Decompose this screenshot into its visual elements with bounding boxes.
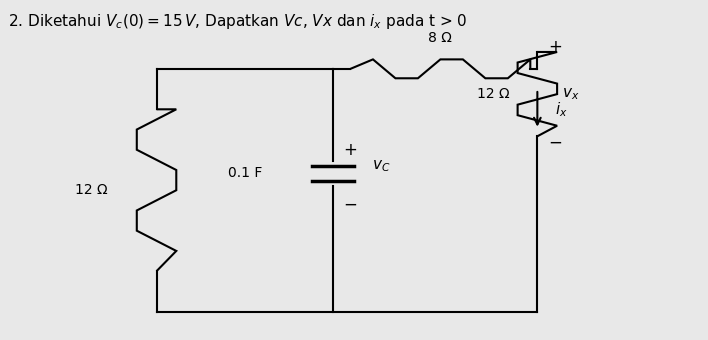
Text: 8 Ω: 8 Ω — [428, 31, 452, 45]
Text: $-$: $-$ — [343, 195, 358, 213]
Text: $i_x$: $i_x$ — [555, 100, 568, 119]
Text: 2. Diketahui $V_c(0) = 15\,V$, Dapatkan $Vc$, $Vx$ dan $i_x$ pada t > 0: 2. Diketahui $V_c(0) = 15\,V$, Dapatkan … — [8, 12, 468, 31]
Text: +: + — [343, 141, 358, 159]
Text: 12 Ω: 12 Ω — [476, 87, 509, 101]
Text: $-$: $-$ — [548, 132, 562, 150]
Text: $v_C$: $v_C$ — [372, 159, 390, 174]
Text: +: + — [548, 38, 562, 56]
Text: $v_x$: $v_x$ — [562, 86, 579, 102]
Text: 0.1 F: 0.1 F — [228, 166, 263, 181]
Text: 12 Ω: 12 Ω — [74, 183, 107, 197]
